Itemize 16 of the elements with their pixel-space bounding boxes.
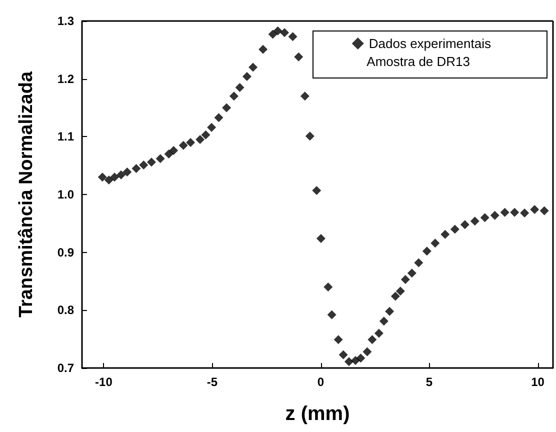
legend-label: Dados experimentais	[368, 36, 492, 51]
y-tick-label: 0.8	[57, 303, 74, 318]
x-tick-label: 0	[317, 375, 324, 389]
x-tick-label: -5	[206, 375, 218, 389]
y-axis-title: Transmitância Normalizada	[16, 71, 37, 318]
y-tick-label: 1.2	[57, 72, 74, 86]
x-axis-title: z (mm)	[285, 403, 350, 425]
y-tick-label: 0.9	[57, 245, 74, 260]
x-tick-label: 10	[531, 375, 545, 389]
y-tick-label: 1.0	[57, 188, 74, 202]
y-tick-label: 1.1	[57, 130, 74, 144]
y-tick-label: 0.7	[57, 361, 74, 375]
x-tick-label: 5	[426, 375, 433, 389]
y-tick-label: 1.3	[57, 14, 74, 28]
legend-title: Amostra de DR13	[366, 54, 470, 69]
x-tick-label: -10	[95, 375, 113, 389]
